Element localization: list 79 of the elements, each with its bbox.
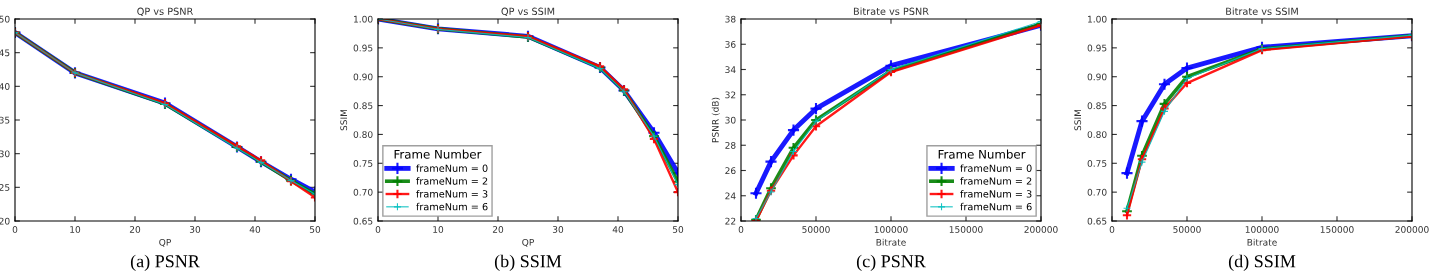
- x-tick-label: 100000: [1245, 226, 1279, 233]
- y-tick-label: 30: [0, 150, 10, 158]
- text: (c) PSNR: [856, 254, 926, 271]
- y-tick-label: 38: [725, 15, 736, 23]
- x-tick-label: 0: [1109, 226, 1115, 233]
- x-tick-label: 30: [552, 226, 564, 233]
- x-tick-label: 0: [12, 226, 18, 233]
- x-tick-label: 200000: [1395, 226, 1429, 233]
- x-tick-label: 40: [612, 226, 624, 233]
- chart-title: QP vs SSIM: [501, 7, 555, 17]
- y-tick-label: 45: [0, 49, 10, 57]
- y-tick-label: 26: [725, 167, 736, 175]
- y-axis-title: SSIM: [340, 109, 348, 131]
- y-axis-title: PSNR (dB): [711, 97, 720, 143]
- y-tick-label: 0.95: [1087, 44, 1107, 52]
- y-tick-label: 32: [725, 91, 736, 99]
- x-axis-title: Bitrate: [1247, 238, 1277, 246]
- y-tick-label: 1.00: [354, 15, 373, 23]
- legend-title: Frame Number: [938, 149, 1026, 159]
- y-tick-label: 0.95: [353, 44, 373, 52]
- y-tick-label: 0.75: [353, 160, 373, 167]
- y-tick-label: 0.85: [1087, 102, 1107, 110]
- text: (a) PSNR: [130, 254, 200, 271]
- legend-label: frameNum = 3: [416, 190, 488, 198]
- legend-label: frameNum = 2: [960, 177, 1032, 185]
- x-tick-label: 50: [672, 226, 684, 233]
- y-tick-label: 20: [0, 217, 10, 225]
- x-tick-label: 150000: [1320, 226, 1354, 233]
- y-tick-label: 0.70: [1087, 188, 1107, 196]
- y-tick-label: 36: [725, 40, 736, 48]
- y-tick-label: 0.85: [353, 102, 373, 110]
- x-axis-title: Bitrate: [876, 238, 906, 246]
- y-tick-label: 0.80: [1087, 131, 1107, 138]
- x-tick-label: 50000: [1173, 226, 1201, 233]
- x-tick-label: 40: [249, 226, 261, 233]
- x-tick-label: 100000: [874, 226, 908, 233]
- y-tick-label: 34: [725, 66, 736, 74]
- x-tick-label: 50: [309, 226, 321, 233]
- y-tick-label: 50: [0, 15, 10, 23]
- y-tick-label: 24: [725, 192, 736, 200]
- y-tick-label: 0.90: [353, 73, 373, 81]
- y-tick-label: 35: [0, 116, 10, 124]
- y-tick-label: 40: [0, 83, 10, 90]
- y-tick-label: 30: [725, 116, 736, 124]
- legend-label: frameNum = 0: [960, 164, 1032, 172]
- legend-title: Frame Number: [394, 149, 482, 159]
- x-tick-label: 30: [189, 226, 201, 233]
- y-tick-label: 25: [0, 184, 10, 191]
- y-axis-title: SSIM: [1074, 109, 1082, 131]
- y-tick-label: 0.75: [1087, 160, 1107, 167]
- x-axis-title: QP: [159, 238, 171, 247]
- x-tick-label: 0: [738, 226, 744, 233]
- chart-title: Bitrate vs SSIM: [1226, 7, 1298, 15]
- chart-title: QP vs PSNR: [137, 7, 194, 17]
- y-tick-label: 0.65: [1087, 217, 1107, 225]
- x-tick-label: 200000: [1024, 226, 1058, 233]
- legend-label: frameNum = 6: [960, 202, 1032, 211]
- y-tick-label: 0.80: [353, 131, 373, 138]
- x-tick-label: 0: [375, 226, 381, 233]
- x-tick-label: 150000: [949, 226, 983, 233]
- chart-title: Bitrate vs PSNR: [853, 7, 929, 15]
- y-tick-label: 28: [725, 141, 736, 149]
- legend-label: frameNum = 6: [416, 202, 488, 211]
- y-tick-label: 1.00: [1088, 15, 1107, 23]
- y-tick-label: 0.65: [353, 217, 373, 225]
- legend-label: frameNum = 2: [416, 177, 488, 185]
- y-tick-label: 0.70: [353, 188, 373, 196]
- text: (d) SSIM: [1228, 254, 1296, 271]
- y-tick-label: 22: [725, 217, 736, 225]
- x-tick-label: 10: [433, 226, 444, 233]
- x-axis-title: QP: [522, 238, 534, 247]
- y-tick-label: 0.90: [1087, 73, 1107, 81]
- x-tick-label: 10: [70, 226, 81, 233]
- x-tick-label: 50000: [802, 226, 830, 233]
- x-tick-label: 20: [492, 226, 504, 233]
- text: (b) SSIM: [494, 254, 562, 271]
- x-tick-label: 20: [129, 226, 141, 233]
- legend-label: frameNum = 0: [416, 164, 488, 172]
- legend-label: frameNum = 3: [960, 190, 1032, 198]
